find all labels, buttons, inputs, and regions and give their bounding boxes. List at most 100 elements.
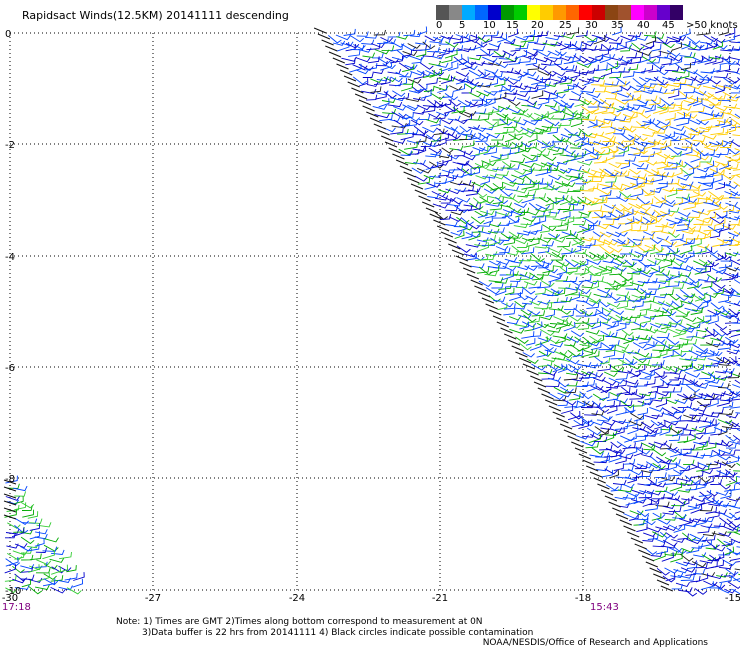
wind-barb (527, 49, 538, 58)
wind-barb (670, 572, 684, 579)
wind-barb (417, 167, 432, 174)
wind-barb (436, 160, 449, 166)
contamination-barb (321, 39, 334, 46)
wind-barb (699, 399, 712, 406)
contamination-barb (533, 381, 547, 388)
wind-barb (603, 350, 616, 359)
wind-barb (434, 195, 449, 201)
wind-barb (492, 165, 505, 171)
wind-barb (686, 84, 702, 90)
wind-barb (675, 224, 689, 232)
wind-barb (733, 349, 740, 352)
wind-barb (506, 205, 522, 213)
wind-barb (491, 71, 506, 81)
contamination-barb (593, 477, 606, 484)
wind-barb (716, 210, 728, 219)
wind-barb (508, 231, 524, 239)
wind-barb (391, 123, 407, 129)
wind-barb (734, 379, 740, 384)
wind-barb (479, 48, 494, 57)
wind-barb (726, 518, 740, 528)
wind-barb (605, 93, 617, 100)
wind-barb (696, 327, 709, 333)
wind-barb (680, 429, 692, 436)
wind-barb (593, 436, 608, 443)
wind-barb (448, 133, 461, 140)
wind-barb (612, 150, 626, 157)
wind-barb (433, 137, 447, 148)
wind-barb (551, 136, 563, 143)
wind-barb (553, 316, 569, 323)
contamination-barb (545, 399, 558, 406)
wind-barb (479, 147, 492, 152)
wind-barb (405, 96, 421, 102)
wind-barb (492, 197, 504, 205)
wind-barb (707, 309, 722, 316)
wind-barb (725, 266, 739, 272)
wind-barb (576, 297, 589, 303)
wind-barb (730, 41, 740, 44)
wind-barb (530, 151, 543, 158)
wind-barb (530, 115, 543, 122)
wind-barb (713, 72, 729, 79)
wind-barb (439, 214, 452, 220)
wind-barb (484, 69, 499, 74)
wind-barb (541, 113, 555, 120)
wind-barb (671, 428, 684, 437)
wind-barb (439, 99, 452, 107)
wind-barb (641, 397, 652, 407)
wind-barb (554, 50, 567, 57)
wind-barb (628, 252, 643, 259)
wind-barb (608, 453, 622, 463)
contamination-barb (518, 357, 532, 364)
wind-barb (436, 62, 449, 68)
wind-barb (661, 119, 671, 129)
wind-barb (499, 269, 512, 276)
wind-barb (671, 83, 682, 92)
wind-barb (433, 85, 449, 91)
wind-barb (672, 41, 683, 51)
contamination-barb (414, 189, 427, 196)
wind-barb (725, 183, 739, 189)
wind-barb (633, 68, 647, 74)
colorbar-label: >50 knots (686, 20, 738, 31)
wind-barb (675, 238, 688, 248)
wind-barb (568, 112, 582, 122)
wind-barb (687, 301, 703, 309)
wind-barb (526, 210, 539, 216)
wind-barb (580, 55, 595, 63)
wind-barb (715, 85, 725, 94)
wind-barb (711, 174, 723, 184)
wind-barb (29, 553, 42, 561)
wind-barb (335, 34, 351, 41)
wind-barb (688, 197, 700, 204)
contamination-barb (526, 369, 539, 376)
wind-barb (523, 29, 536, 38)
wind-barb (662, 76, 678, 82)
wind-barb (716, 149, 730, 156)
wind-barb (615, 455, 627, 465)
wind-barb (593, 334, 605, 344)
wind-barb (646, 490, 662, 496)
wind-barb (517, 192, 530, 198)
wind-barb (607, 245, 623, 253)
wind-barb (734, 244, 740, 246)
wind-barb (545, 92, 559, 100)
wind-barb (718, 549, 731, 556)
wind-barb (600, 67, 613, 78)
lat-tick-label: -6 (5, 363, 15, 374)
wind-barb (604, 284, 619, 290)
wind-barb (436, 132, 449, 142)
wind-barb (578, 275, 592, 283)
wind-barb (716, 141, 728, 148)
wind-barb (663, 202, 676, 208)
wind-barb (600, 292, 613, 298)
wind-barb (656, 208, 670, 218)
wind-barb (700, 450, 713, 457)
wind-barb (597, 364, 612, 372)
wind-barb (596, 119, 612, 125)
wind-barb (498, 283, 512, 290)
wind-barb (620, 45, 631, 52)
wind-barb (570, 152, 584, 162)
wind-barb (593, 196, 608, 202)
